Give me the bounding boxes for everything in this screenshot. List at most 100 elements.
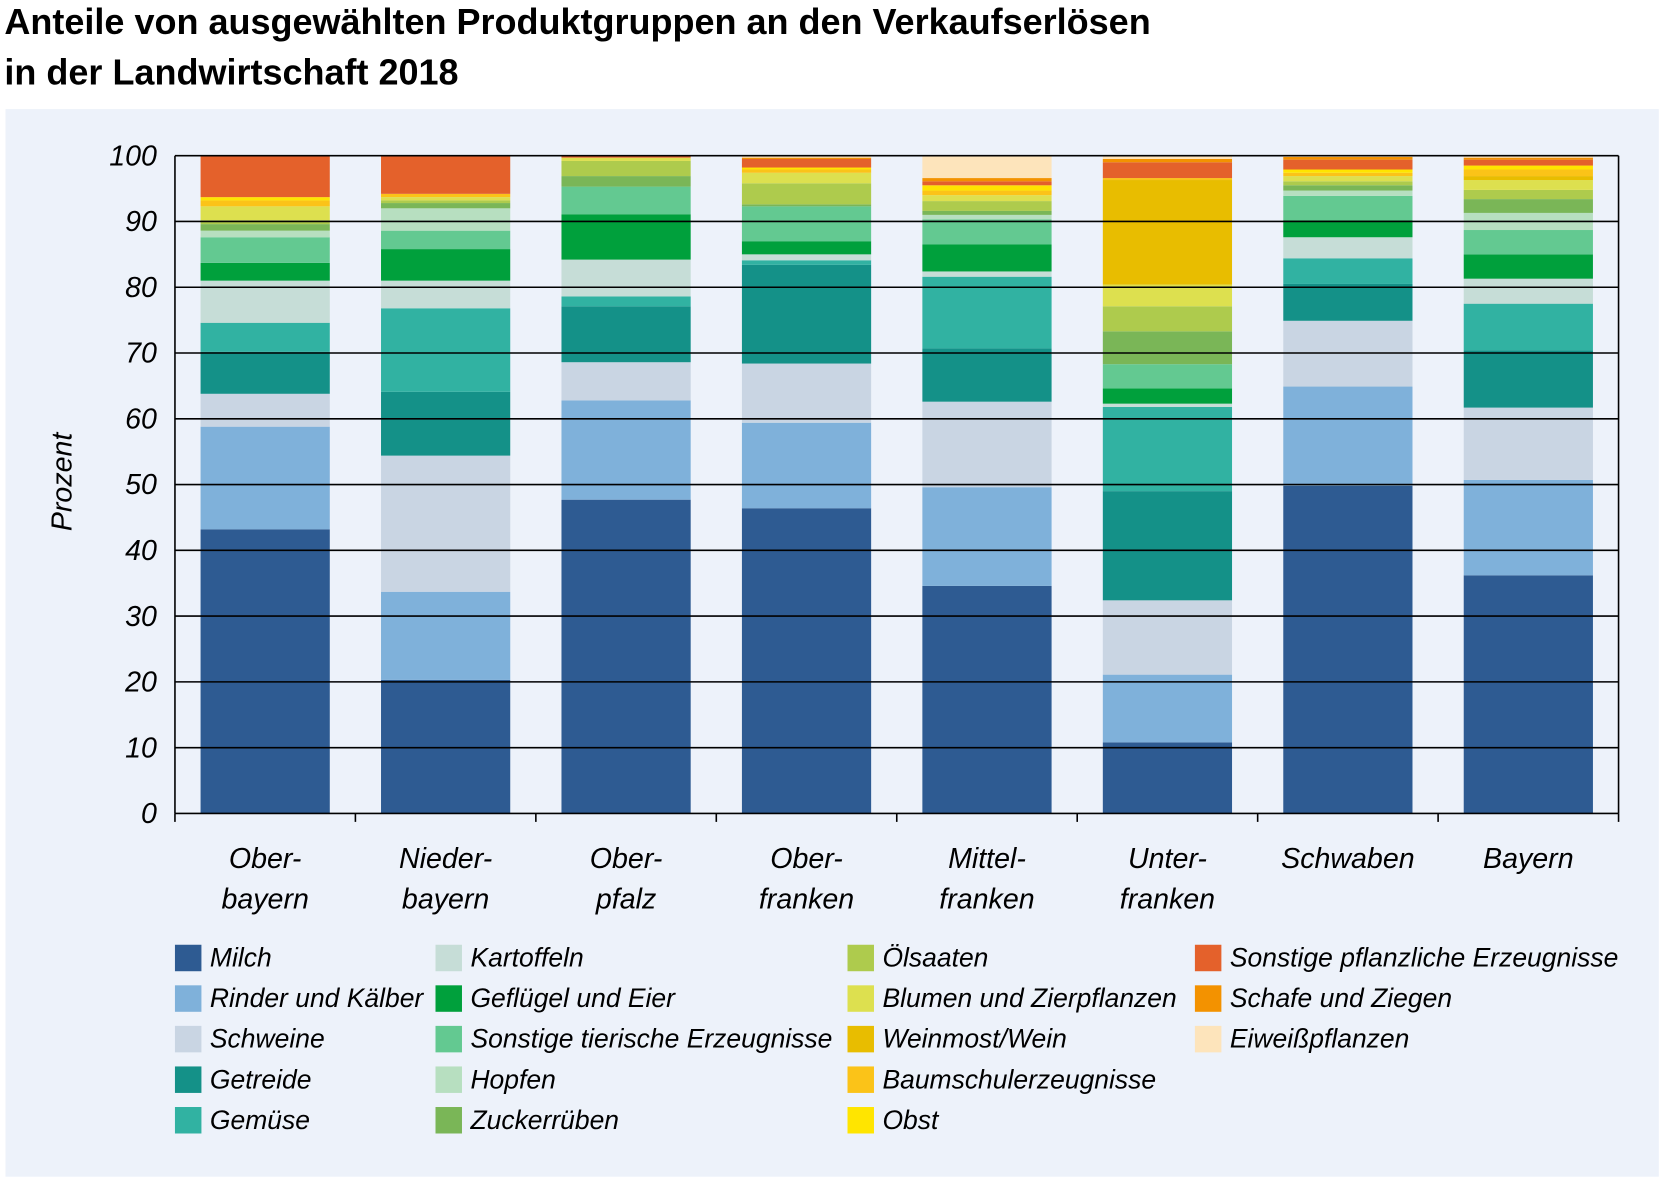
- x-tick-label: Bayern: [1483, 843, 1574, 875]
- bar-segment: [922, 195, 1052, 202]
- bar-segment: [1463, 350, 1593, 408]
- bar-segment: [1463, 165, 1593, 170]
- x-tick-label: Nieder-bayern: [399, 843, 492, 915]
- bar-segment: [741, 422, 872, 509]
- bar-segment: [1283, 258, 1413, 284]
- legend-label: Obst: [882, 1105, 940, 1135]
- bar-segment: [561, 306, 691, 363]
- legend-label: Sonstige tierische Erzeugnisse: [470, 1024, 832, 1054]
- bar-segment: [741, 169, 872, 173]
- y-tick-label: 100: [109, 140, 157, 172]
- legend-label: Geflügel und Eier: [470, 983, 676, 1013]
- bar-segment: [200, 224, 330, 231]
- bar-segment: [381, 203, 511, 209]
- bar-segment: [1463, 254, 1593, 279]
- bar-segment: [1102, 403, 1233, 407]
- legend-swatch: [435, 1066, 462, 1093]
- y-tick-label: 70: [125, 338, 157, 370]
- bar-segment: [381, 455, 511, 592]
- bar-segment: [1463, 159, 1593, 166]
- bar-segment: [1102, 162, 1233, 179]
- bar-segment: [741, 167, 872, 170]
- bar-segment: [561, 160, 691, 177]
- bar-segment: [741, 158, 872, 168]
- legend-label: Baumschulerzeugnisse: [882, 1064, 1156, 1094]
- bar-segment: [561, 499, 691, 814]
- y-tick-label: 20: [124, 667, 157, 699]
- bar-segment: [1102, 491, 1233, 601]
- bar-segment: [922, 185, 1052, 191]
- bar-segment: [741, 264, 872, 364]
- bar-segment: [200, 529, 330, 814]
- legend-swatch: [847, 1066, 874, 1093]
- bar-segment: [741, 183, 872, 205]
- legend-label: Blumen und Zierpflanzen: [882, 983, 1176, 1013]
- y-tick-label: 40: [125, 535, 157, 567]
- bar-segment: [200, 206, 330, 221]
- legend-swatch: [174, 1025, 202, 1053]
- bar-segment: [200, 322, 330, 352]
- legend-label: Zuckerrüben: [469, 1105, 619, 1135]
- bar-segment: [561, 259, 691, 297]
- legend-swatch: [174, 985, 202, 1012]
- bar-segment: [922, 348, 1052, 402]
- legend-swatch: [1194, 944, 1222, 972]
- x-tick-label: Ober-franken: [759, 843, 854, 915]
- bar-segment: [741, 254, 872, 261]
- bar-segment: [741, 172, 872, 184]
- bar-segment: [1102, 600, 1233, 675]
- y-tick-label: 50: [125, 469, 157, 501]
- bar-segment: [1463, 303, 1593, 351]
- legend-label: Schafe und Ziegen: [1230, 983, 1452, 1013]
- bar-segment: [381, 280, 511, 309]
- bar-segment: [1102, 178, 1233, 181]
- bar-segment: [381, 679, 511, 814]
- x-tick-label: Unter-franken: [1120, 843, 1215, 915]
- y-tick-label: 80: [125, 272, 157, 304]
- y-tick-label: 30: [125, 601, 157, 633]
- legend-swatch: [174, 944, 202, 972]
- bar-segment: [741, 508, 872, 814]
- bar-segment: [741, 206, 872, 242]
- legend-swatch: [847, 944, 874, 972]
- bar-segment: [1283, 485, 1413, 814]
- legend-swatch: [174, 1066, 202, 1093]
- bar-segment: [1102, 674, 1233, 743]
- bar-segment: [922, 210, 1052, 215]
- bar-segment: [1463, 479, 1593, 576]
- bar-segment: [922, 271, 1052, 277]
- bar-segment: [1102, 406, 1233, 492]
- bar-segment: [1283, 220, 1413, 238]
- bar-segment: [1102, 306, 1233, 332]
- legend-swatch: [435, 1025, 462, 1053]
- legend-swatch: [1194, 1025, 1222, 1053]
- y-tick-label: 10: [125, 732, 157, 764]
- legend-label: Ölsaaten: [882, 943, 988, 973]
- legend-swatch: [847, 1025, 874, 1053]
- bar-segment: [561, 155, 691, 158]
- bar-segment: [922, 155, 1052, 179]
- bar-segment: [561, 186, 691, 215]
- bar-segment: [741, 155, 872, 158]
- legend-label: Milch: [210, 943, 272, 973]
- x-tick-label: Schwaben: [1281, 843, 1414, 875]
- bar-segment: [561, 296, 691, 307]
- legend-swatch: [847, 1107, 874, 1134]
- bar-segment: [922, 214, 1052, 220]
- bar-segment: [922, 585, 1052, 814]
- legend-label: Gemüse: [210, 1105, 310, 1135]
- bar-segment: [381, 155, 511, 194]
- bar-segment: [1283, 169, 1413, 173]
- bar-segment: [381, 308, 511, 392]
- bar-segment: [381, 591, 511, 680]
- legend-label: Hopfen: [470, 1064, 555, 1094]
- bar-segment: [1283, 195, 1413, 221]
- legend-swatch: [174, 1107, 202, 1134]
- bar-segment: [1463, 155, 1593, 158]
- bar-segment: [1102, 364, 1233, 389]
- bar-segment: [1283, 185, 1413, 191]
- bar-segment: [1283, 190, 1413, 196]
- bar-segment: [922, 401, 1052, 488]
- bar-segment: [1102, 742, 1233, 814]
